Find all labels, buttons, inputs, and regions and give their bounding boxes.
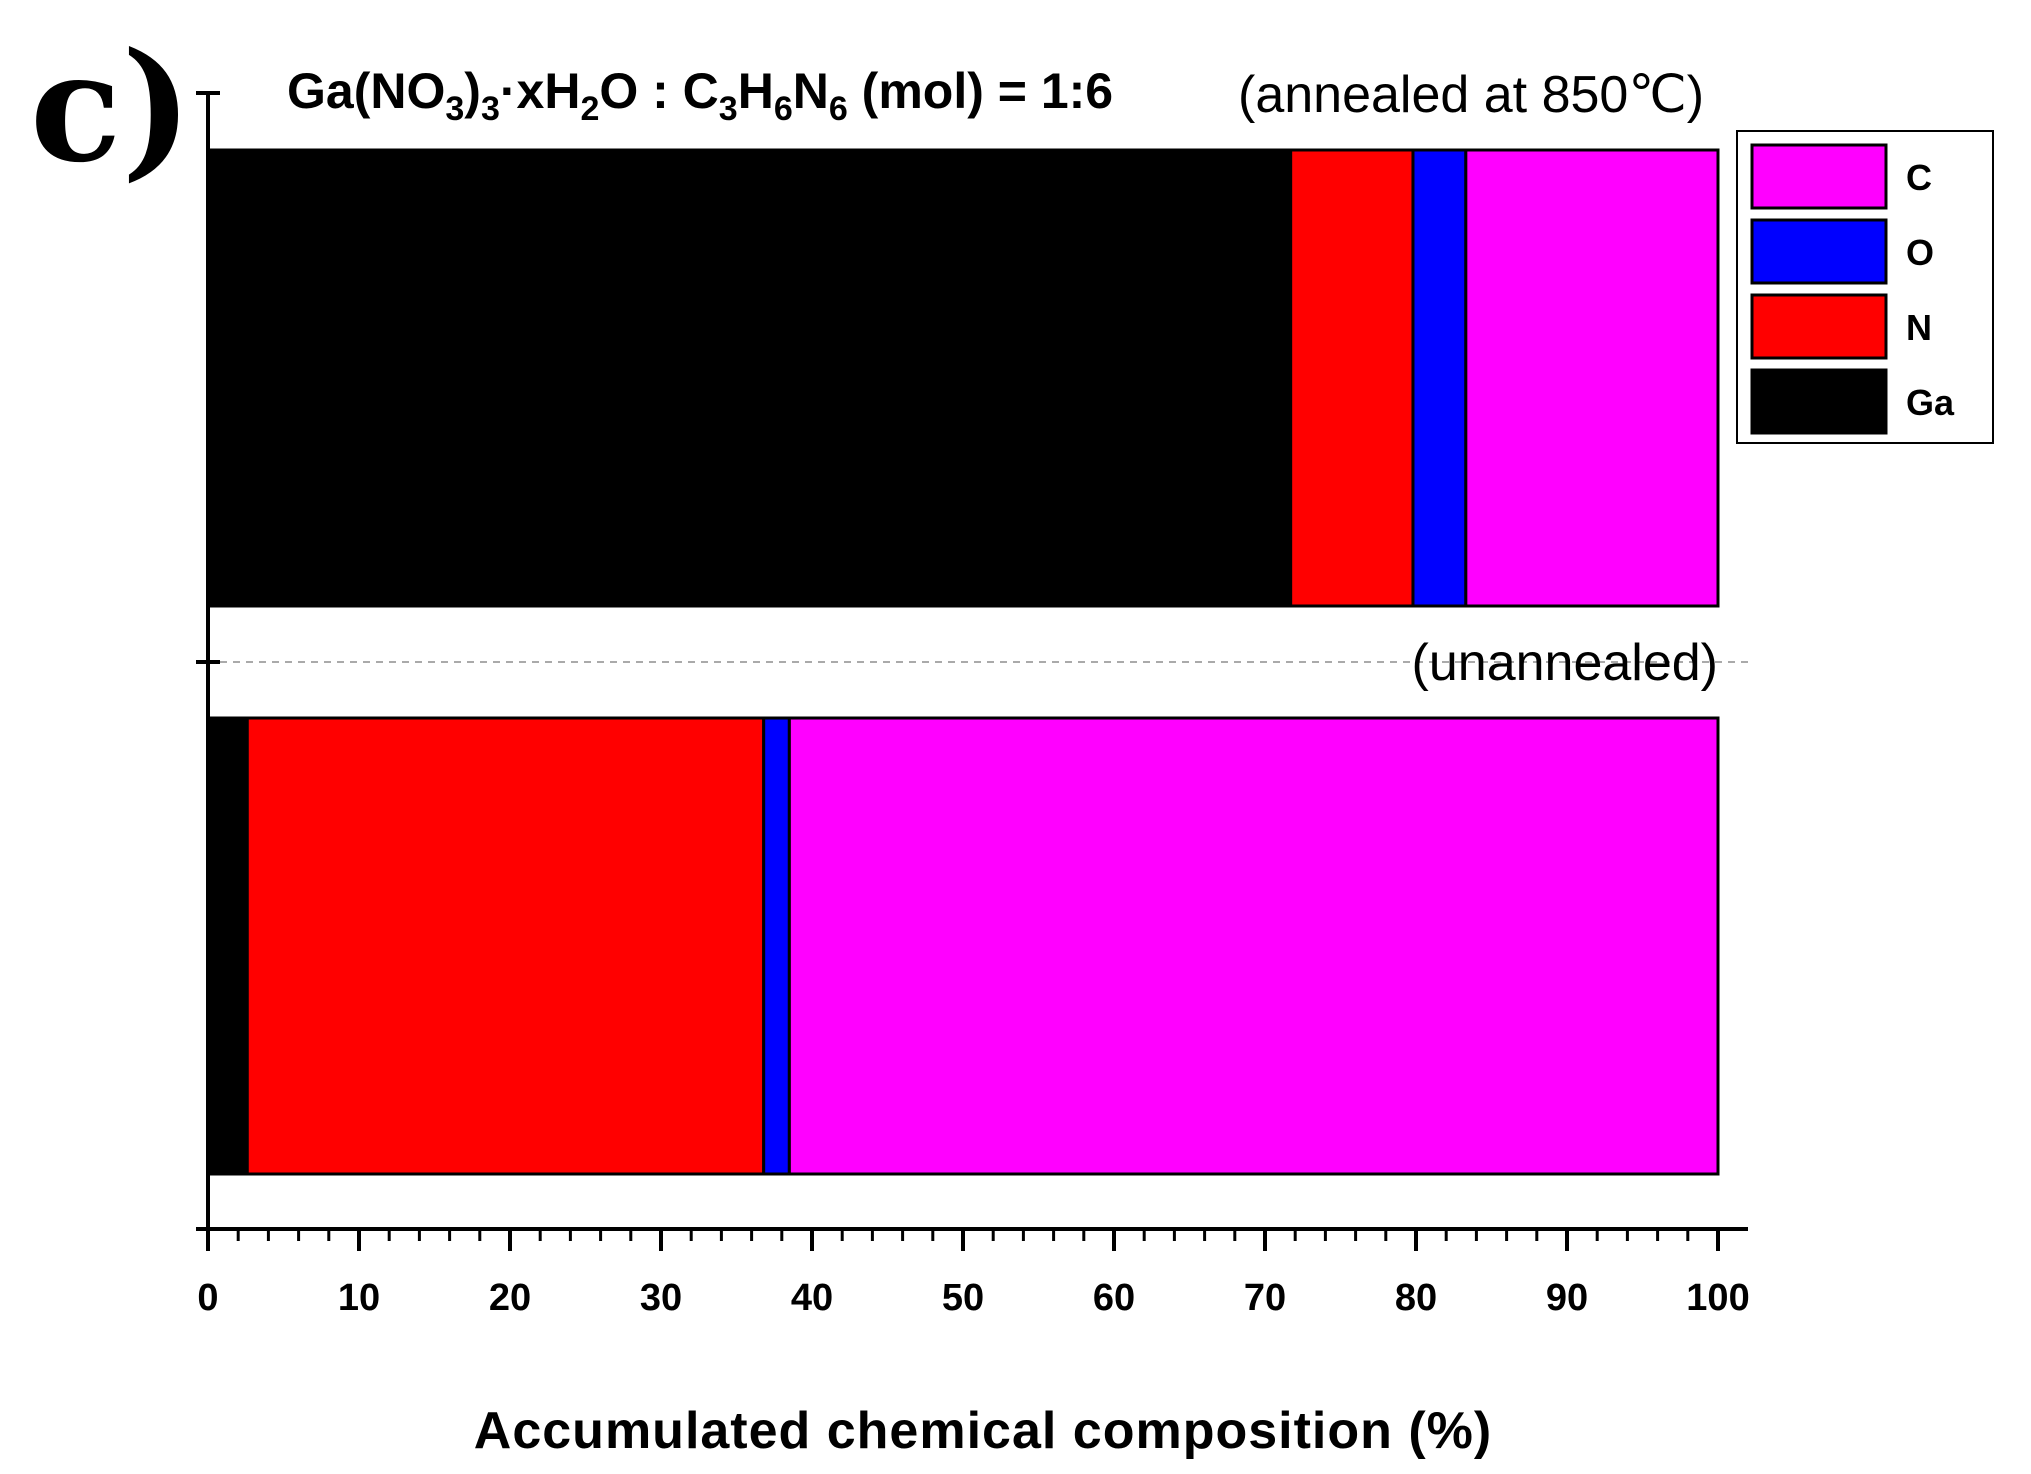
x-tick-label: 70 xyxy=(1244,1277,1286,1319)
x-tick-label: 100 xyxy=(1686,1277,1749,1319)
title-segment: N xyxy=(793,63,829,119)
bar-labels: (unannealed) xyxy=(1412,634,1718,692)
x-tick-label: 10 xyxy=(338,1277,380,1319)
legend-swatch-o xyxy=(1750,218,1888,285)
legend: CON Ga xyxy=(1736,130,1994,444)
legend-label-ga: Ga xyxy=(1906,382,1955,423)
bar-segment-ga xyxy=(206,716,249,1176)
legend-swatch-c xyxy=(1750,143,1888,210)
bar-segment-n xyxy=(1289,148,1415,608)
legend-swatch-ga xyxy=(1750,368,1888,435)
bar-segment-ga xyxy=(206,148,1293,608)
x-tick-label: 80 xyxy=(1395,1277,1437,1319)
title-subscript: 6 xyxy=(829,90,848,128)
title-subscript: 3 xyxy=(445,90,464,128)
title-segment: O : C xyxy=(599,63,718,119)
bars xyxy=(206,148,1720,1176)
x-tick-label: 40 xyxy=(791,1277,833,1319)
title-subscript: 2 xyxy=(580,90,599,128)
x-tick-label: 60 xyxy=(1093,1277,1135,1319)
x-tick-label: 90 xyxy=(1546,1277,1588,1319)
x-axis-label: Accumulated chemical composition (%) xyxy=(474,1402,1492,1460)
legend-label-c: C xyxy=(1906,157,1932,198)
chart-title: Ga(NO3)3·xH2O : C3H6N6 (mol) = 1:6 xyxy=(287,63,1113,128)
x-tick-label: 30 xyxy=(640,1277,682,1319)
legend-label-o: O xyxy=(1906,232,1934,273)
title-segment: Ga(NO xyxy=(287,63,445,119)
title-segment: ) xyxy=(464,63,481,119)
title-subscript: 3 xyxy=(481,90,500,128)
chart-title-condition: (annealed at 850℃) xyxy=(1238,66,1704,124)
x-tick-label: 50 xyxy=(942,1277,984,1319)
bar-segment-o xyxy=(1411,148,1468,608)
bar-segment-c xyxy=(1464,148,1720,608)
title-subscript: 6 xyxy=(774,90,793,128)
x-tick-label: 20 xyxy=(489,1277,531,1319)
panel-label: c) xyxy=(30,20,192,196)
title-segment: H xyxy=(738,63,774,119)
bar-segment-o xyxy=(762,716,791,1176)
x-ticks: 0 10 20 30 40 50 60 70 80 90 100 xyxy=(197,1229,1750,1319)
title-segment: (mol) = 1:6 xyxy=(848,63,1113,119)
legend-label-n: N xyxy=(1906,307,1932,348)
bar-label: (unannealed) xyxy=(1412,634,1718,692)
x-tick-label: 0 xyxy=(197,1277,218,1319)
title-segment: ·xH xyxy=(500,63,581,119)
bar-segment-c xyxy=(787,716,1720,1176)
legend-swatch-n xyxy=(1750,293,1888,360)
title-subscript: 3 xyxy=(719,90,738,128)
bar-segment-n xyxy=(245,716,766,1176)
